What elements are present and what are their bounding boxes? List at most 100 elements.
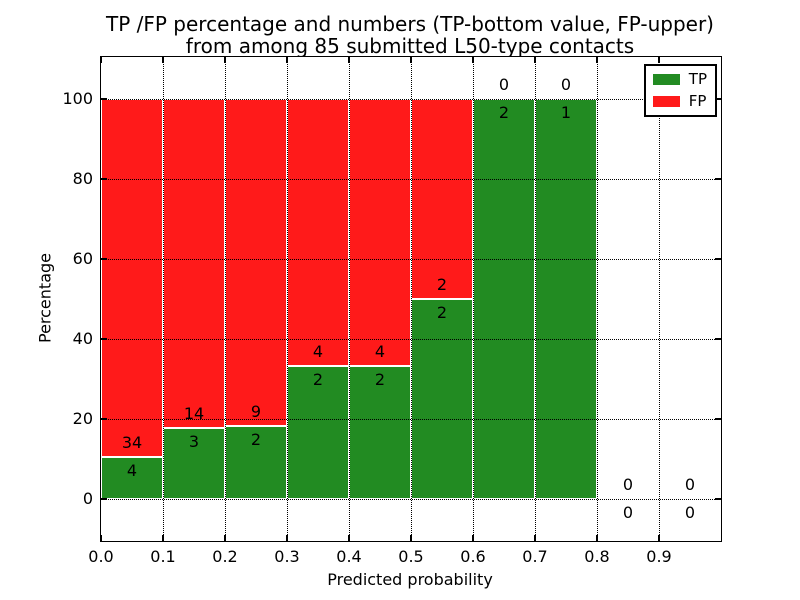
bar-segment-fp bbox=[287, 99, 349, 366]
x-axis-tick bbox=[658, 535, 660, 541]
x-axis-tick bbox=[162, 57, 164, 63]
bar-count-label-fp: 4 bbox=[312, 341, 324, 361]
bar-count-label-fp: 14 bbox=[183, 404, 205, 424]
y-axis-tick bbox=[715, 338, 721, 340]
x-axis-label: Predicted probability bbox=[327, 570, 493, 589]
x-tick-label: 0.2 bbox=[212, 547, 238, 566]
chart-title-line2: from among 85 submitted L50-type contact… bbox=[185, 34, 635, 58]
y-axis-tick bbox=[715, 498, 721, 500]
bar-count-label-fp: 34 bbox=[121, 432, 143, 452]
bar-segment-tp bbox=[349, 365, 411, 499]
x-gridline bbox=[348, 57, 350, 541]
x-gridline bbox=[472, 57, 474, 541]
bar-count-label-fp: 0 bbox=[622, 475, 634, 494]
y-axis-tick bbox=[101, 338, 107, 340]
x-axis-tick bbox=[100, 535, 102, 541]
y-axis-tick bbox=[101, 98, 107, 100]
bar-count-label-fp: 4 bbox=[374, 341, 386, 361]
x-gridline bbox=[596, 57, 598, 541]
x-gridline bbox=[224, 57, 226, 541]
legend-item-fp: FP bbox=[652, 92, 707, 110]
legend-swatch-tp-icon bbox=[652, 74, 680, 85]
y-tick-label: 0 bbox=[82, 489, 93, 508]
y-tick-label: 80 bbox=[72, 169, 93, 188]
y-axis-tick bbox=[715, 178, 721, 180]
x-gridline bbox=[286, 57, 288, 541]
bar-segment-tp bbox=[473, 99, 535, 499]
y-axis-tick bbox=[101, 178, 107, 180]
bar-count-label-tp: 2 bbox=[374, 369, 386, 389]
bar-count-label-tp: 2 bbox=[312, 369, 324, 389]
bar-count-label-fp: 0 bbox=[684, 475, 696, 494]
x-axis-tick bbox=[596, 535, 598, 541]
x-tick-label: 0.1 bbox=[150, 547, 176, 566]
bar-segment-fp bbox=[349, 99, 411, 366]
x-axis-tick bbox=[224, 535, 226, 541]
x-axis-tick bbox=[162, 535, 164, 541]
bar-segment-tp bbox=[535, 99, 597, 499]
bar-segment-fp bbox=[411, 99, 473, 299]
y-axis-tick bbox=[715, 258, 721, 260]
x-axis-tick bbox=[472, 57, 474, 63]
x-axis-tick bbox=[534, 535, 536, 541]
x-tick-label: 0.4 bbox=[336, 547, 362, 566]
legend-label-fp: FP bbox=[688, 92, 707, 110]
x-axis-tick bbox=[472, 535, 474, 541]
x-axis-tick bbox=[348, 535, 350, 541]
bar-count-label-tp: 2 bbox=[436, 303, 448, 322]
y-axis-tick bbox=[101, 498, 107, 500]
y-tick-label: 60 bbox=[72, 249, 93, 268]
y-tick-label: 20 bbox=[72, 409, 93, 428]
plot-area: TP FP 34 4 14 3 9 2 4 2 4 2 2 2 0 2 0 1 0 0 0 0 bbox=[100, 56, 722, 542]
legend: TP FP bbox=[643, 64, 717, 117]
bar-count-label-tp: 2 bbox=[498, 103, 510, 122]
y-axis-tick bbox=[715, 418, 721, 420]
bar-segment-tp bbox=[101, 456, 163, 499]
x-tick-label: 0.0 bbox=[88, 547, 114, 566]
x-tick-label: 0.7 bbox=[522, 547, 548, 566]
x-axis-tick bbox=[658, 57, 660, 63]
x-tick-label: 0.6 bbox=[460, 547, 486, 566]
bar-count-label-tp: 3 bbox=[188, 432, 200, 452]
x-tick-label: 0.3 bbox=[274, 547, 300, 566]
x-axis-tick bbox=[100, 57, 102, 63]
bar-segment-fp bbox=[225, 99, 287, 427]
x-axis-tick bbox=[348, 57, 350, 63]
x-axis-tick bbox=[534, 57, 536, 63]
bar-count-label-tp: 0 bbox=[622, 503, 634, 522]
x-tick-label: 0.9 bbox=[646, 547, 672, 566]
x-tick-label: 0.5 bbox=[398, 547, 424, 566]
bar-segment-tp bbox=[411, 299, 473, 499]
x-axis-tick bbox=[410, 57, 412, 63]
x-gridline bbox=[658, 57, 660, 541]
y-axis-tick bbox=[101, 258, 107, 260]
x-axis-tick bbox=[224, 57, 226, 63]
x-axis-tick bbox=[286, 535, 288, 541]
legend-label-tp: TP bbox=[688, 70, 707, 88]
x-gridline bbox=[410, 57, 412, 541]
x-gridline bbox=[162, 57, 164, 541]
bar-count-label-tp: 2 bbox=[250, 430, 262, 450]
chart-title: TP /FP percentage and numbers (TP-bottom… bbox=[100, 13, 720, 57]
bar-count-label-tp: 1 bbox=[560, 103, 572, 122]
bar-count-label-fp: 0 bbox=[560, 75, 572, 94]
bar-segment-fp bbox=[163, 99, 225, 429]
bar-segment-tp bbox=[225, 426, 287, 499]
y-axis-tick bbox=[715, 98, 721, 100]
bar-count-label-fp: 9 bbox=[250, 402, 262, 422]
bar-count-label-tp: 0 bbox=[684, 503, 696, 522]
bar-segment-tp bbox=[163, 428, 225, 499]
y-axis-tick bbox=[101, 418, 107, 420]
x-gridline bbox=[534, 57, 536, 541]
y-tick-label: 100 bbox=[62, 89, 93, 108]
x-axis-tick bbox=[596, 57, 598, 63]
bar-segment-fp bbox=[101, 99, 163, 457]
legend-swatch-fp-icon bbox=[652, 96, 680, 107]
bar-count-label-tp: 4 bbox=[126, 460, 138, 480]
chart-title-line1: TP /FP percentage and numbers (TP-bottom… bbox=[106, 12, 714, 36]
x-axis-tick bbox=[286, 57, 288, 63]
bar-count-label-fp: 2 bbox=[436, 275, 448, 294]
x-tick-label: 0.8 bbox=[584, 547, 610, 566]
x-axis-tick bbox=[410, 535, 412, 541]
